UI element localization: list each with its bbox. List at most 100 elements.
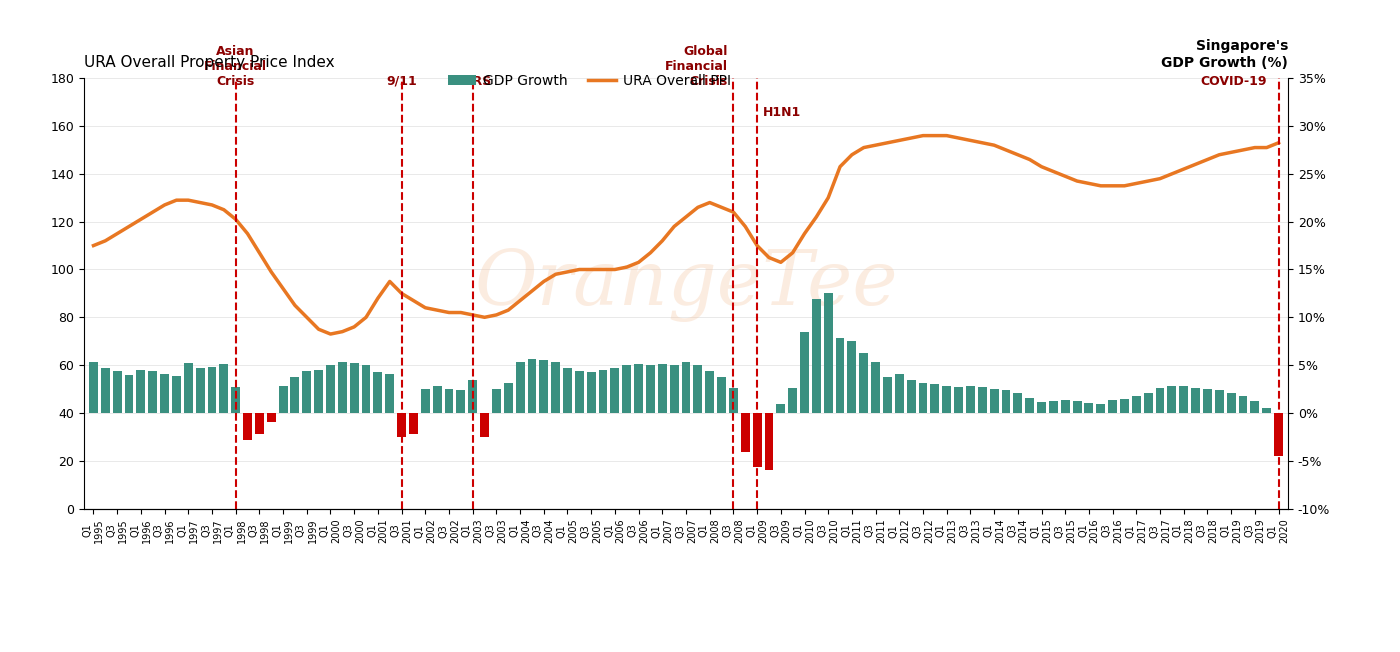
- Bar: [1109, 400, 1117, 413]
- Bar: [196, 368, 204, 413]
- Bar: [777, 404, 785, 413]
- Bar: [1014, 393, 1022, 413]
- Bar: [456, 390, 465, 413]
- Bar: [1250, 401, 1259, 413]
- Bar: [955, 387, 963, 413]
- Bar: [599, 370, 608, 413]
- Bar: [918, 383, 927, 413]
- Text: COVID-19: COVID-19: [1200, 75, 1267, 88]
- Bar: [1025, 398, 1035, 413]
- Bar: [883, 377, 892, 413]
- Bar: [966, 386, 974, 413]
- Bar: [1168, 386, 1176, 413]
- Bar: [350, 363, 358, 413]
- Bar: [491, 389, 501, 413]
- Bar: [1049, 401, 1058, 413]
- Bar: [1203, 389, 1212, 413]
- Bar: [575, 371, 584, 413]
- Bar: [539, 361, 549, 413]
- Bar: [1144, 393, 1152, 413]
- Bar: [812, 299, 820, 413]
- Bar: [1085, 403, 1093, 413]
- Bar: [847, 341, 857, 413]
- Bar: [290, 377, 300, 413]
- Bar: [1191, 388, 1200, 413]
- Bar: [125, 376, 133, 413]
- Bar: [764, 413, 773, 469]
- Bar: [1072, 401, 1082, 413]
- Bar: [361, 365, 371, 413]
- Bar: [563, 368, 573, 413]
- Text: 9/11: 9/11: [386, 75, 417, 88]
- Bar: [1226, 393, 1236, 413]
- Bar: [136, 370, 146, 413]
- Text: Asian
Financial
Crisis: Asian Financial Crisis: [204, 45, 267, 88]
- Bar: [433, 386, 441, 413]
- Bar: [101, 368, 109, 413]
- Bar: [610, 368, 619, 413]
- Bar: [113, 371, 122, 413]
- Bar: [1061, 400, 1070, 413]
- Bar: [244, 413, 252, 441]
- Bar: [931, 384, 939, 413]
- Bar: [90, 362, 98, 413]
- Bar: [172, 376, 181, 413]
- Text: H1N1: H1N1: [763, 106, 801, 119]
- Bar: [1001, 390, 1011, 413]
- Bar: [468, 380, 477, 413]
- Bar: [314, 370, 323, 413]
- Bar: [645, 365, 655, 413]
- Bar: [231, 387, 241, 413]
- Text: OrangeTee: OrangeTee: [475, 248, 897, 322]
- Bar: [1239, 396, 1247, 413]
- Bar: [504, 383, 512, 413]
- Bar: [1179, 386, 1189, 413]
- Text: Global
Financial
Crisis: Global Financial Crisis: [665, 45, 728, 88]
- Bar: [753, 413, 762, 467]
- Bar: [409, 413, 417, 434]
- Bar: [1215, 390, 1224, 413]
- Bar: [682, 362, 690, 413]
- Bar: [148, 371, 157, 413]
- Bar: [302, 371, 311, 413]
- Bar: [669, 365, 679, 413]
- Bar: [658, 364, 666, 413]
- Bar: [990, 389, 998, 413]
- Bar: [374, 372, 382, 413]
- Bar: [1274, 413, 1282, 456]
- Legend: GDP Growth, URA Overall PPI: GDP Growth, URA Overall PPI: [442, 68, 736, 93]
- Bar: [788, 388, 797, 413]
- Bar: [267, 413, 276, 422]
- Text: URA Overall Property Price Index: URA Overall Property Price Index: [84, 55, 335, 70]
- Bar: [1155, 388, 1165, 413]
- Bar: [515, 361, 525, 413]
- Bar: [895, 374, 904, 413]
- Bar: [398, 413, 406, 437]
- Bar: [799, 333, 809, 413]
- Text: SARS: SARS: [454, 75, 491, 88]
- Bar: [717, 377, 727, 413]
- Bar: [528, 359, 536, 413]
- Bar: [421, 389, 430, 413]
- Bar: [480, 413, 489, 437]
- Bar: [552, 362, 560, 413]
- Bar: [623, 365, 631, 413]
- Bar: [634, 364, 643, 413]
- Bar: [836, 338, 844, 413]
- Bar: [1096, 404, 1105, 413]
- Bar: [385, 374, 395, 413]
- Bar: [207, 367, 217, 413]
- Bar: [977, 387, 987, 413]
- Bar: [942, 386, 951, 413]
- Bar: [1263, 408, 1271, 413]
- Bar: [445, 389, 454, 413]
- Bar: [183, 363, 193, 413]
- Bar: [871, 362, 881, 413]
- Bar: [693, 365, 703, 413]
- Bar: [326, 365, 335, 413]
- Bar: [1120, 398, 1128, 413]
- Bar: [860, 353, 868, 413]
- Text: Singapore's
GDP Growth (%): Singapore's GDP Growth (%): [1161, 39, 1288, 70]
- Bar: [1131, 396, 1141, 413]
- Bar: [337, 362, 347, 413]
